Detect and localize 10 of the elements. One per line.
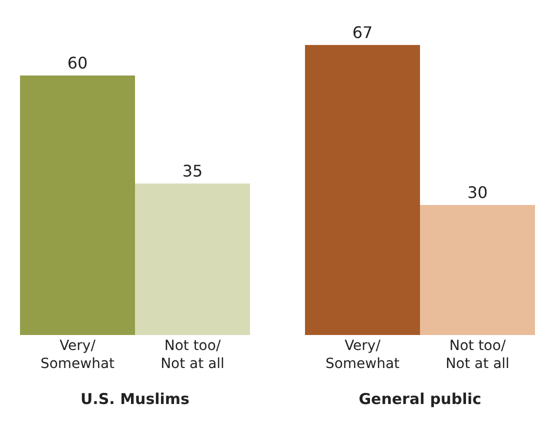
x-tick-label: Very/ Somewhat [325, 338, 400, 372]
x-tick-label: Not too/ Not at all [160, 338, 224, 372]
x-axis-title: U.S. Muslims [80, 390, 190, 408]
data-label: 35 [182, 162, 203, 181]
x-tick-label: Not too/ Not at all [446, 338, 510, 372]
data-label: 67 [352, 23, 373, 42]
x-tick-label: Very/ Somewhat [40, 338, 116, 372]
data-label: 30 [467, 183, 488, 202]
x-axis-title: General public [358, 390, 482, 408]
data-label: 60 [67, 53, 88, 72]
